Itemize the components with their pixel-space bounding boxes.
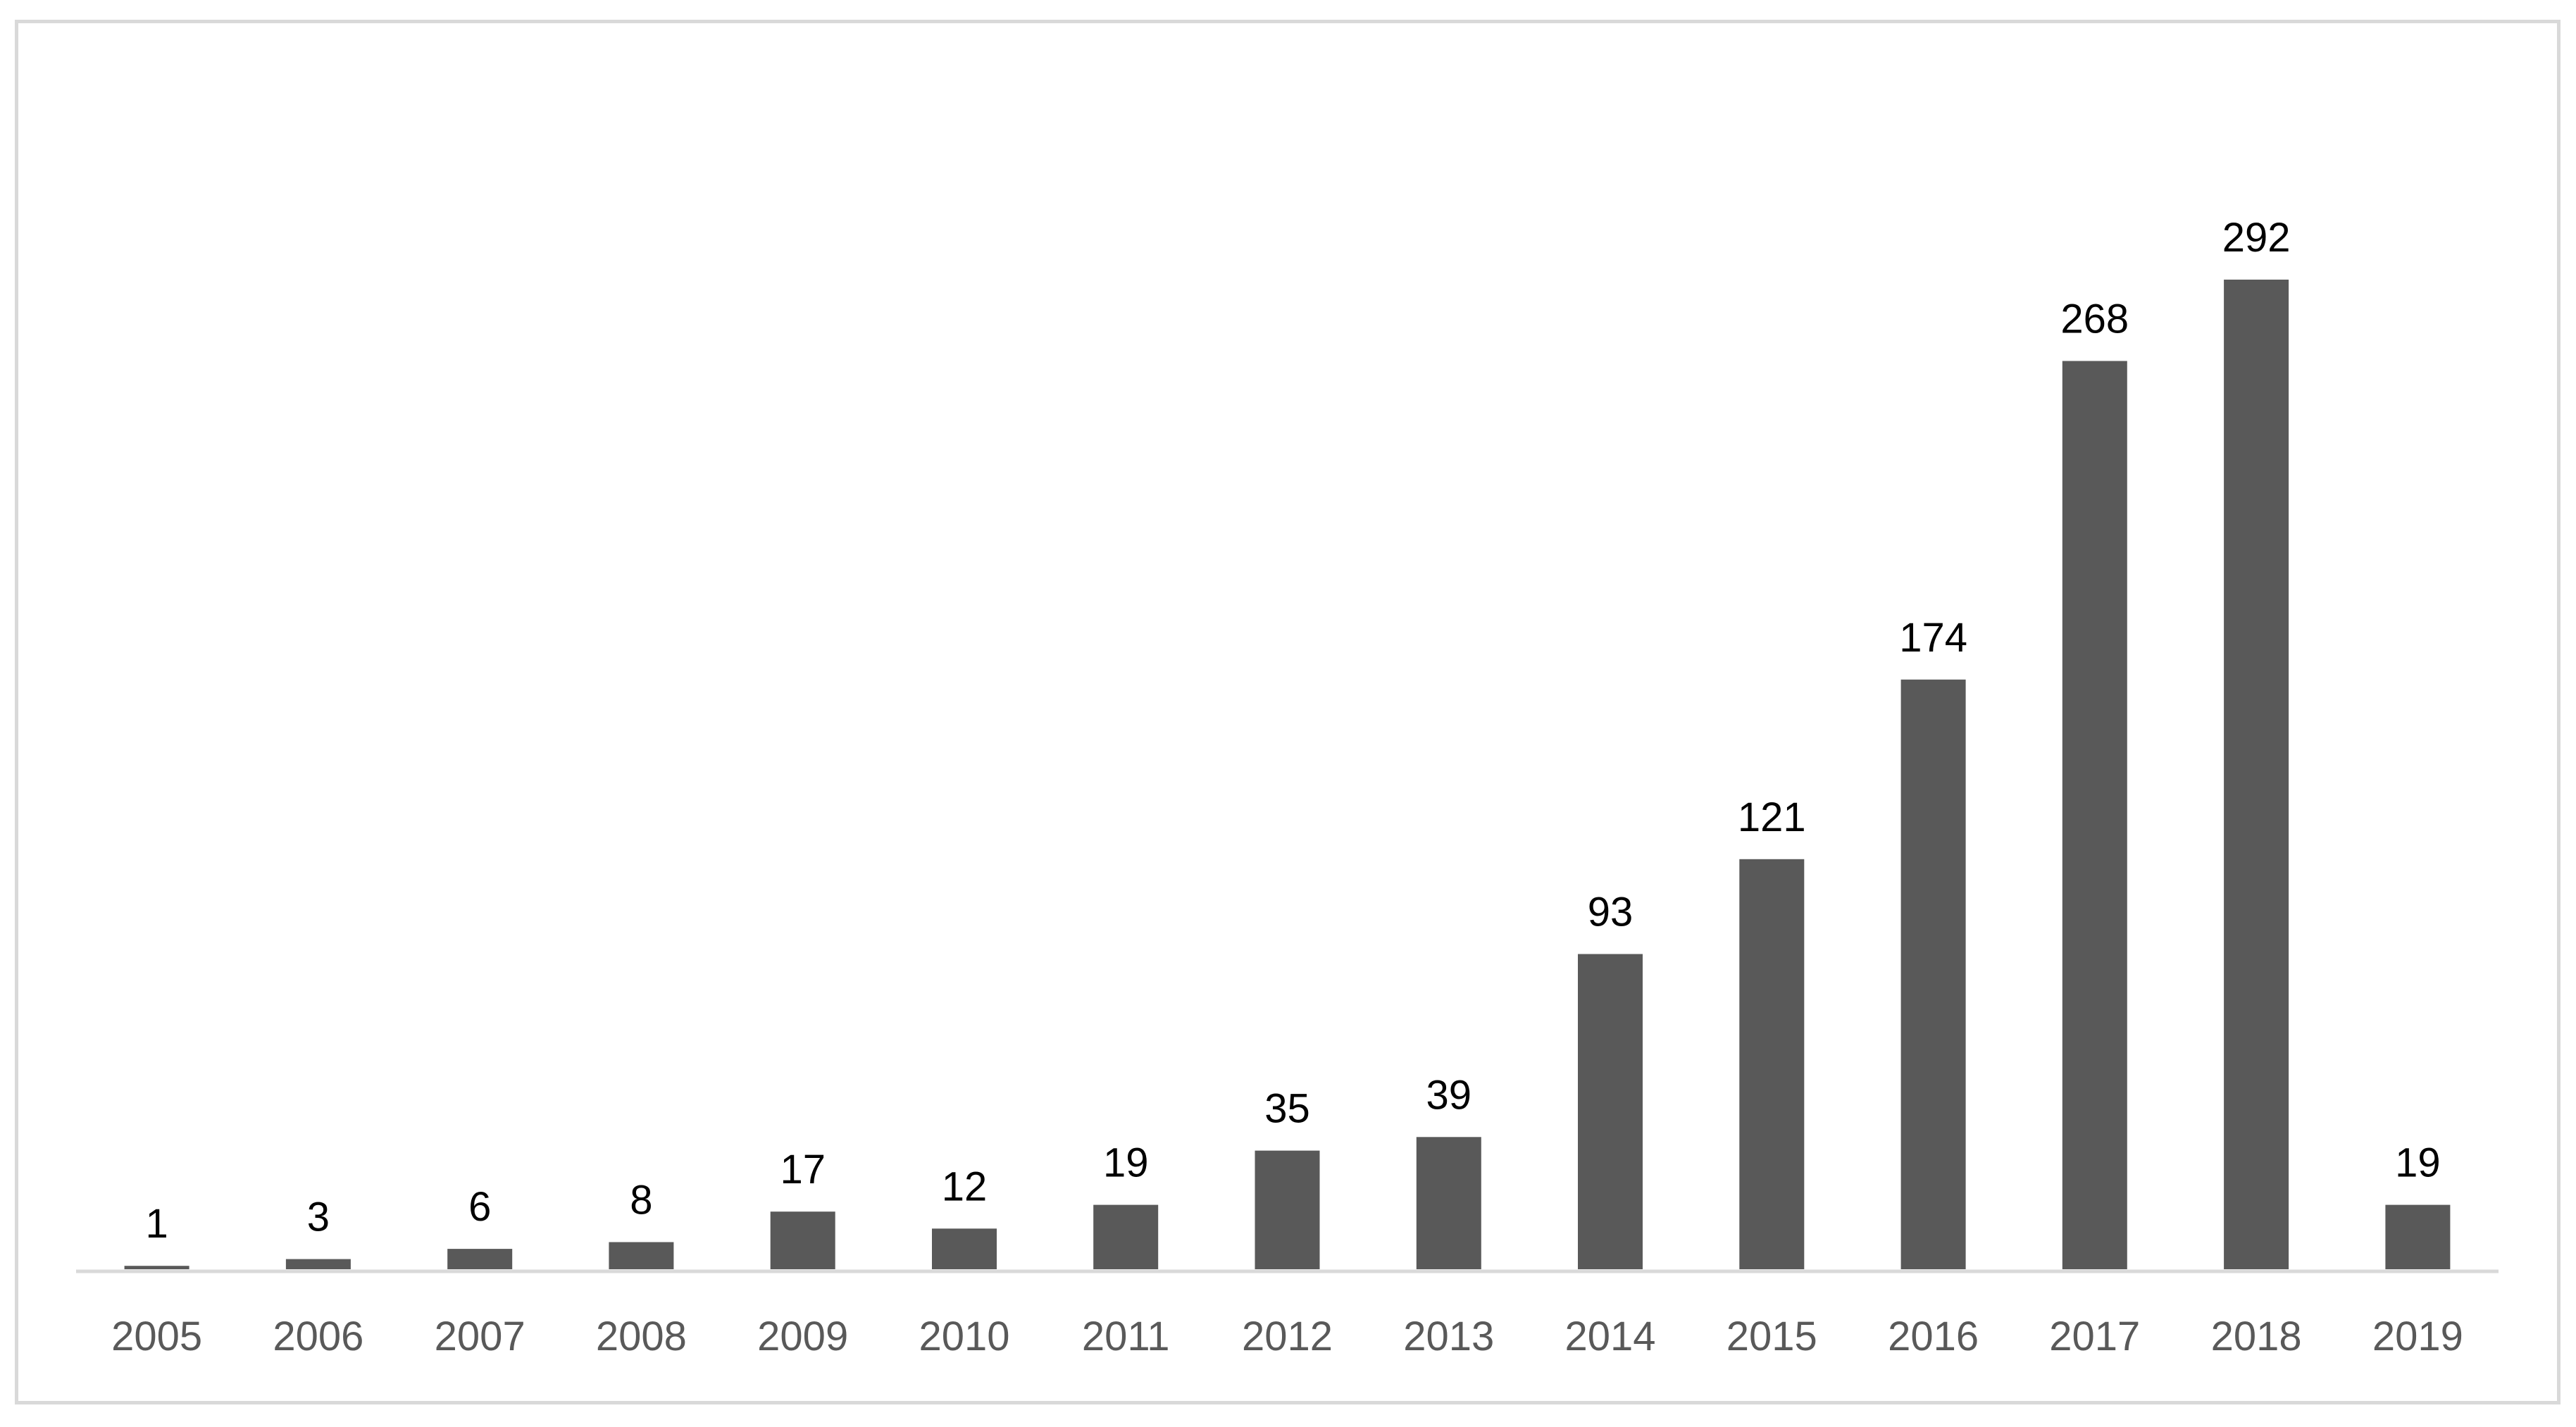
data-label-2007: 6 — [468, 1184, 491, 1230]
bar-2008 — [609, 1242, 674, 1269]
bar-2009 — [770, 1211, 835, 1269]
x-tick-label-2017: 2017 — [2049, 1314, 2140, 1359]
bar-2016 — [1900, 679, 1966, 1269]
data-label-2015: 121 — [1738, 794, 1806, 840]
x-tick-label-2015: 2015 — [1726, 1314, 1817, 1359]
data-label-2005: 1 — [145, 1201, 168, 1247]
data-label-2009: 17 — [780, 1147, 826, 1192]
data-label-2014: 93 — [1588, 890, 1634, 935]
x-tick-label-2013: 2013 — [1403, 1314, 1494, 1359]
bar-2010 — [932, 1228, 997, 1269]
x-tick-label-2010: 2010 — [919, 1314, 1009, 1359]
x-tick-label-2014: 2014 — [1564, 1314, 1655, 1359]
x-tick-label-2005: 2005 — [111, 1314, 202, 1359]
bars-layer — [124, 280, 2451, 1269]
x-tick-label-2018: 2018 — [2211, 1314, 2302, 1359]
data-label-2012: 35 — [1264, 1086, 1310, 1132]
bar-2005 — [124, 1266, 189, 1269]
x-tick-label-2008: 2008 — [596, 1314, 687, 1359]
x-tick-label-2007: 2007 — [435, 1314, 525, 1359]
data-label-2018: 292 — [2222, 215, 2291, 261]
data-labels-layer: 1 3 6 8 17 12 19 35 39 93 121 174 268 292 19 — [145, 215, 2440, 1247]
data-label-2019: 19 — [2395, 1140, 2441, 1186]
bar-2013 — [1416, 1137, 1481, 1269]
x-tick-label-2006: 2006 — [273, 1314, 363, 1359]
bar-2018 — [2224, 280, 2289, 1269]
data-label-2016: 174 — [1899, 615, 1967, 661]
x-tick-labels: 2005 2006 2007 2008 2009 2010 2011 2012 2013 2014… — [111, 1314, 2463, 1359]
bar-2017 — [2062, 361, 2127, 1269]
bar-2015 — [1739, 859, 1805, 1269]
x-tick-label-2009: 2009 — [757, 1314, 848, 1359]
bar-2007 — [447, 1249, 513, 1269]
x-tick-label-2019: 2019 — [2372, 1314, 2463, 1359]
data-label-2017: 268 — [2060, 297, 2129, 342]
bar-2006 — [285, 1259, 351, 1269]
bar-2019 — [2385, 1204, 2451, 1269]
data-label-2008: 8 — [630, 1178, 652, 1223]
x-tick-label-2016: 2016 — [1888, 1314, 1979, 1359]
data-label-2010: 12 — [942, 1164, 988, 1209]
x-tick-label-2011: 2011 — [1082, 1314, 1170, 1359]
x-tick-label-2012: 2012 — [1242, 1314, 1333, 1359]
data-label-2006: 3 — [307, 1195, 330, 1240]
data-label-2013: 39 — [1426, 1072, 1472, 1118]
data-label-2011: 19 — [1103, 1140, 1149, 1186]
bar-2012 — [1255, 1150, 1320, 1269]
bar-2014 — [1578, 954, 1643, 1269]
bar-2011 — [1093, 1204, 1159, 1269]
